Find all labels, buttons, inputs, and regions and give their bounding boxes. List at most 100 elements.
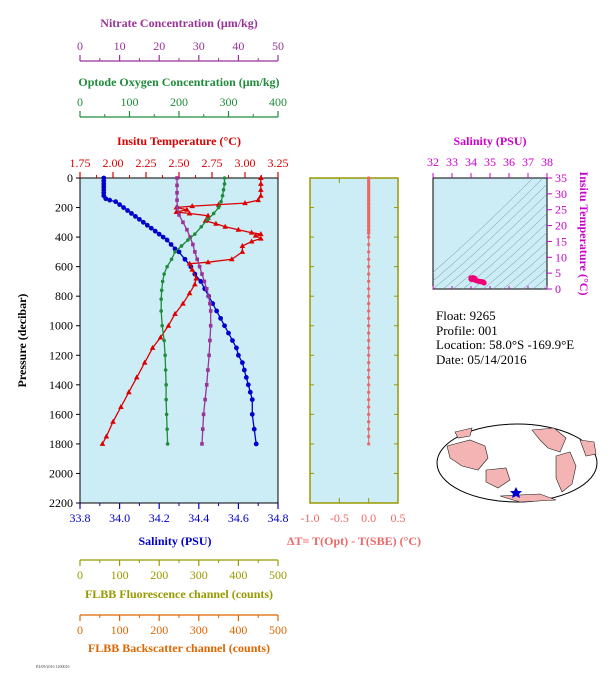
delta-t-point: [367, 250, 371, 254]
oxygen-point: [205, 217, 210, 222]
salinity-tick-label: 34.2: [149, 511, 170, 525]
nitrate-point: [208, 301, 212, 306]
temperature-point: [186, 210, 193, 216]
pressure-tick-label: 1000: [49, 319, 73, 333]
salinity-point: [222, 323, 227, 329]
backscatter-tick-label: 400: [229, 623, 247, 637]
nitrate-point: [191, 242, 195, 247]
ts-title: Salinity (PSU): [453, 134, 526, 148]
oxygen-point: [199, 224, 204, 229]
temperature-axis-label: Insitu Temperature (°C): [117, 134, 241, 148]
temperature-point: [180, 300, 186, 306]
main-plot-area: [79, 177, 279, 504]
ts-point: [481, 280, 487, 286]
temperature-point: [193, 275, 199, 281]
temperature-point: [252, 232, 259, 238]
salinity-point: [239, 360, 245, 366]
delta-t-point: [367, 194, 371, 199]
nitrate-tick-label: 10: [114, 39, 126, 53]
salinity-point: [137, 216, 142, 222]
pressure-tick-label: 1800: [49, 437, 73, 451]
delta-t-point: [367, 220, 371, 224]
oxygen-point: [221, 188, 226, 192]
ts-y-tick-label: 25: [555, 203, 567, 217]
delta-t-point: [367, 257, 371, 261]
temperature-tick-label: 2.00: [103, 156, 124, 170]
density-contour: [482, 232, 547, 289]
delta-t-point: [367, 191, 371, 195]
nitrate-profile-line: [176, 178, 212, 444]
backscatter-tick-label: 0: [77, 623, 83, 637]
temperature-point: [205, 259, 211, 265]
delta-t-point: [367, 331, 371, 335]
ts-x-tick-label: 38: [541, 155, 553, 169]
pressure-tick-label: 0: [67, 171, 73, 185]
nitrate-tick-label: 20: [153, 39, 165, 53]
ts-y-axis-label: Insitu Temperature (°C): [577, 172, 591, 296]
delta-t-point: [367, 279, 371, 284]
salinity-point: [160, 234, 166, 240]
delta-t-point: [367, 324, 371, 328]
delta-t-point: [367, 338, 371, 343]
delta-t-point: [367, 235, 371, 239]
salinity-point: [249, 411, 255, 417]
density-contour: [472, 222, 547, 289]
delta-t-point: [367, 213, 371, 217]
fluorescence-tick-label: 200: [150, 568, 168, 582]
nitrate-point: [193, 250, 197, 254]
ts-x-tick-label: 32: [427, 155, 439, 169]
nitrate-point: [175, 176, 179, 180]
temperature-point: [255, 197, 261, 203]
density-contour: [433, 178, 544, 282]
salinity-point: [144, 222, 150, 228]
temperature-point: [165, 322, 172, 328]
temperature-point: [186, 260, 193, 266]
fluorescence-tick-label: 0: [77, 568, 83, 582]
nitrate-tick-label: 0: [77, 39, 83, 53]
oxygen-point: [163, 353, 167, 358]
density-contour: [502, 250, 547, 289]
backscatter-tick-label: 100: [111, 623, 129, 637]
nitrate-point: [208, 309, 213, 313]
backscatter-axis-label: FLBB Backscatter channel (counts): [88, 641, 270, 655]
temperature-point: [258, 186, 264, 192]
delta-t-point: [367, 202, 371, 206]
oxygen-point: [173, 250, 177, 254]
location: Location: 58.0°S -169.9°E: [436, 337, 575, 352]
oxygen-tick-label: 0: [77, 95, 83, 109]
oxygen-point: [179, 244, 184, 248]
nitrate-point: [203, 397, 207, 402]
delta-t-point: [367, 294, 371, 298]
temperature-point: [133, 374, 140, 380]
temperature-point: [184, 206, 190, 212]
temperature-point: [239, 248, 246, 254]
pressure-axis-label: Pressure (decibar): [15, 294, 29, 388]
temperature-point: [189, 203, 195, 209]
delta-t-point: [367, 224, 371, 228]
delta-t-point: [367, 287, 371, 291]
ts-y-tick-label: 0: [555, 282, 561, 296]
salinity-point: [133, 214, 138, 219]
oxygen-axis-label: Optode Oxygen Concentration (μm/kg): [78, 75, 279, 89]
nitrate-point: [195, 257, 200, 262]
delta-t-point: [367, 405, 371, 409]
oxygen-point: [220, 193, 225, 198]
oxygen-point: [165, 427, 169, 431]
profile-number: Profile: 001: [436, 322, 498, 338]
map-landmass: [485, 467, 511, 489]
nitrate-point: [177, 213, 181, 217]
temperature-point: [157, 334, 164, 340]
salinity-point: [241, 367, 247, 373]
temperature-point: [202, 217, 209, 223]
ts-point: [472, 275, 478, 281]
salinity-point: [125, 208, 130, 213]
nitrate-point: [181, 220, 185, 225]
pressure-tick-label: 800: [55, 289, 73, 303]
ts-x-tick-label: 34: [465, 155, 477, 169]
nitrate-tick-label: 30: [193, 39, 205, 53]
delta-t-point: [367, 442, 371, 446]
salinity-point: [113, 199, 119, 205]
salinity-point: [148, 225, 154, 231]
temperature-point: [110, 418, 116, 424]
delta-t-point: [367, 205, 371, 210]
